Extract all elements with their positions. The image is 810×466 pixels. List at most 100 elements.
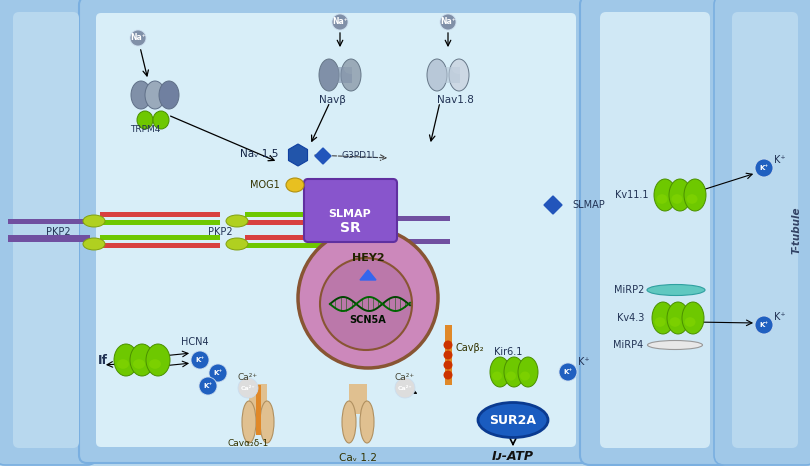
Circle shape (755, 316, 773, 334)
Text: K⁺: K⁺ (760, 165, 769, 171)
Text: If: If (98, 354, 108, 366)
Bar (100, 220, 220, 225)
Ellipse shape (226, 238, 248, 250)
Ellipse shape (671, 194, 683, 204)
Ellipse shape (117, 359, 129, 369)
FancyBboxPatch shape (96, 13, 576, 447)
Text: K⁺: K⁺ (774, 155, 786, 165)
Text: MiRP4: MiRP4 (612, 340, 643, 350)
Text: Ca²⁺: Ca²⁺ (238, 374, 258, 383)
Text: Kir6.1: Kir6.1 (494, 347, 522, 357)
Text: Navβ: Navβ (318, 95, 345, 105)
Text: Na⁺: Na⁺ (440, 18, 456, 27)
Text: SUR2A: SUR2A (489, 413, 536, 426)
Ellipse shape (520, 371, 530, 381)
Text: G3PD1L: G3PD1L (342, 151, 377, 159)
Ellipse shape (684, 179, 706, 211)
Ellipse shape (319, 59, 339, 91)
Ellipse shape (670, 317, 680, 327)
Ellipse shape (427, 59, 447, 91)
Ellipse shape (654, 179, 676, 211)
Text: Ca²⁺: Ca²⁺ (395, 374, 415, 383)
Bar (256, 385, 261, 435)
Text: Cavβ₂: Cavβ₂ (455, 343, 484, 353)
Polygon shape (360, 270, 376, 280)
Ellipse shape (647, 341, 702, 350)
Ellipse shape (452, 64, 466, 74)
Ellipse shape (687, 194, 697, 204)
Text: SLMAP: SLMAP (572, 200, 605, 210)
Text: Ca²⁺: Ca²⁺ (241, 385, 255, 391)
Text: K⁺: K⁺ (564, 369, 573, 375)
Circle shape (444, 350, 453, 359)
Text: MOG1: MOG1 (250, 180, 280, 190)
Ellipse shape (684, 317, 696, 327)
Ellipse shape (647, 285, 705, 295)
Bar (8, 219, 90, 224)
Ellipse shape (149, 359, 161, 369)
Ellipse shape (682, 302, 704, 334)
Circle shape (199, 377, 217, 395)
Bar (8, 235, 90, 240)
Ellipse shape (114, 344, 138, 376)
FancyBboxPatch shape (732, 12, 798, 448)
Bar (100, 235, 220, 240)
Bar (100, 243, 220, 248)
Ellipse shape (504, 357, 524, 387)
Bar (445, 325, 452, 385)
Bar (328, 67, 352, 83)
FancyBboxPatch shape (600, 12, 710, 448)
Text: Naᵥ 1.5: Naᵥ 1.5 (240, 149, 278, 159)
Bar (245, 243, 365, 248)
Bar (249, 384, 267, 414)
Text: Ca²⁺: Ca²⁺ (398, 385, 412, 391)
Ellipse shape (322, 64, 336, 74)
Ellipse shape (83, 215, 105, 227)
Polygon shape (315, 148, 331, 164)
Text: HEY2: HEY2 (352, 253, 384, 263)
Ellipse shape (492, 371, 502, 381)
Bar (349, 384, 367, 414)
Text: K⁺: K⁺ (214, 370, 223, 376)
Text: K⁺: K⁺ (760, 322, 769, 328)
Text: PKP2: PKP2 (45, 227, 70, 237)
Ellipse shape (137, 111, 153, 129)
Text: Nav1.8: Nav1.8 (437, 95, 473, 105)
Ellipse shape (341, 59, 361, 91)
Text: T-tubule: T-tubule (791, 206, 801, 254)
Ellipse shape (654, 317, 666, 327)
Circle shape (755, 159, 773, 177)
Text: Kv4.3: Kv4.3 (616, 313, 644, 323)
Bar (245, 212, 365, 217)
Circle shape (130, 30, 146, 46)
Circle shape (238, 378, 258, 398)
Text: K⁺: K⁺ (578, 357, 590, 367)
Ellipse shape (242, 401, 256, 443)
Text: Na⁺: Na⁺ (130, 34, 146, 42)
Bar (8, 237, 90, 242)
Text: MiRP2: MiRP2 (614, 285, 644, 295)
Circle shape (298, 228, 438, 368)
Ellipse shape (83, 238, 105, 250)
Ellipse shape (146, 344, 170, 376)
Circle shape (209, 364, 227, 382)
Bar (436, 67, 460, 83)
Ellipse shape (342, 401, 356, 443)
Ellipse shape (518, 357, 538, 387)
Bar (245, 220, 365, 225)
Polygon shape (544, 196, 562, 214)
Ellipse shape (430, 64, 444, 74)
Circle shape (444, 341, 453, 350)
Text: Iᴊ-ATP: Iᴊ-ATP (492, 450, 534, 462)
Circle shape (559, 363, 577, 381)
Circle shape (440, 14, 456, 30)
FancyBboxPatch shape (714, 0, 810, 465)
Bar (100, 212, 220, 217)
Text: HCN4: HCN4 (181, 337, 209, 347)
Ellipse shape (159, 81, 179, 109)
Ellipse shape (667, 302, 689, 334)
Text: K⁺: K⁺ (774, 312, 786, 322)
Ellipse shape (131, 81, 151, 109)
Text: SCN5A: SCN5A (350, 315, 386, 325)
Circle shape (444, 361, 453, 370)
